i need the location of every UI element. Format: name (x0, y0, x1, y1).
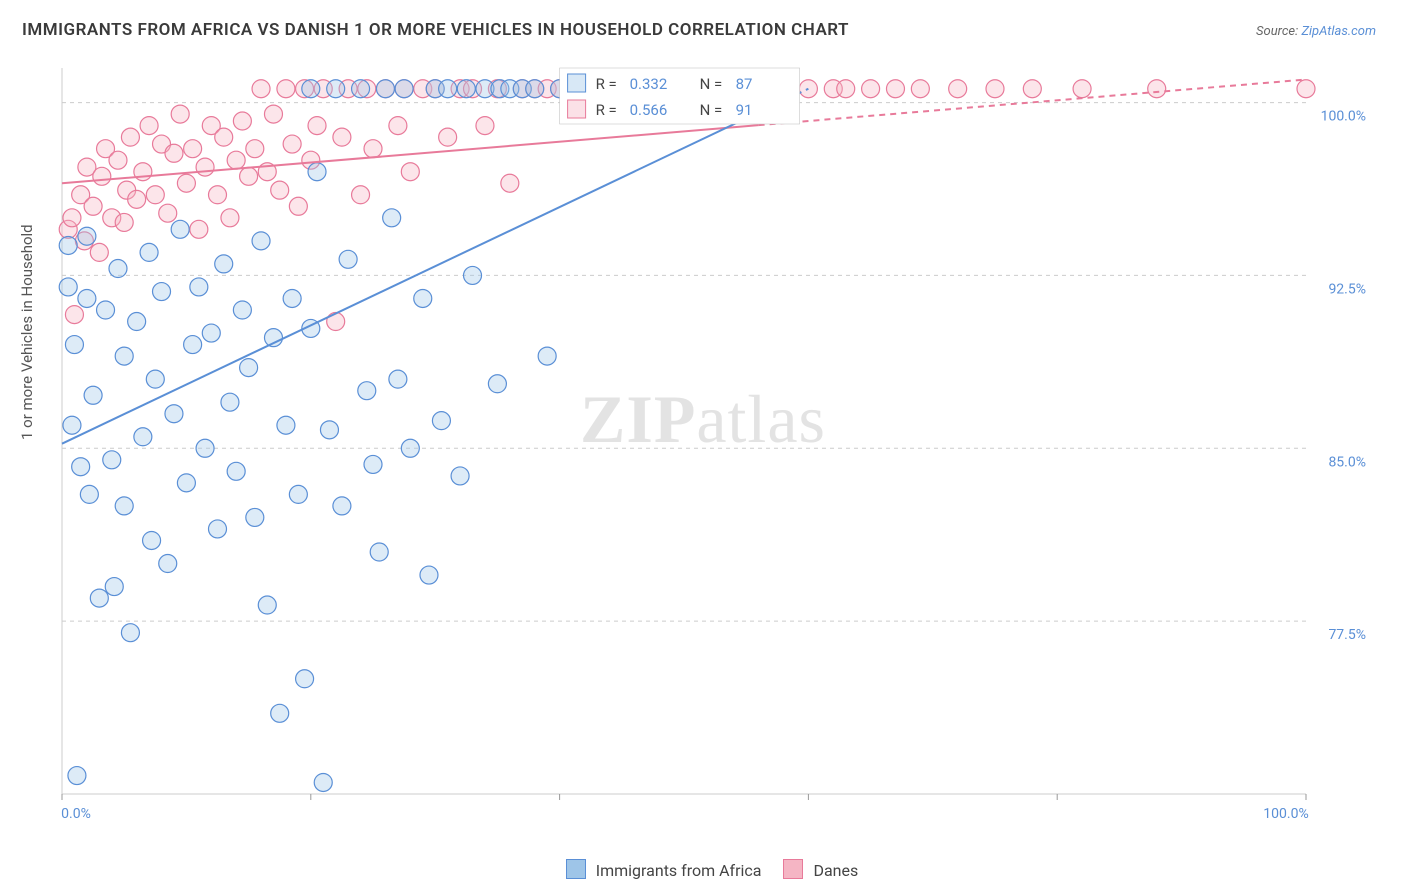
svg-text:R =: R = (596, 75, 617, 93)
svg-text:100.0%: 100.0% (1321, 109, 1366, 125)
svg-text:N =: N = (700, 75, 723, 93)
bottom-legend: Immigrants from Africa Danes (0, 859, 1406, 880)
svg-text:91: 91 (736, 101, 753, 119)
scatter-plot: 77.5% 85.0% 92.5% 100.0% 0.0% 100.0% R = 0.332 N… (56, 60, 1376, 830)
legend-swatch-b (783, 859, 803, 879)
source-label: Source: (1256, 24, 1298, 39)
svg-text:100.0%: 100.0% (1263, 806, 1308, 822)
legend-label-a: Immigrants from Africa (596, 861, 762, 880)
svg-text:87: 87 (736, 75, 753, 93)
svg-text:N =: N = (700, 101, 723, 119)
svg-text:85.0%: 85.0% (1328, 454, 1366, 470)
svg-text:77.5%: 77.5% (1328, 627, 1366, 643)
svg-text:0.566: 0.566 (630, 101, 668, 119)
series-a (59, 80, 755, 792)
svg-text:R =: R = (596, 101, 617, 119)
source-link[interactable]: ZipAtlas.com (1301, 24, 1376, 39)
legend-label-b: Danes (813, 861, 858, 880)
stats-box: R = 0.332 N = 87 R = 0.566 N = 91 (560, 68, 800, 124)
chart-title: IMMIGRANTS FROM AFRICA VS DANISH 1 OR MO… (22, 20, 849, 40)
plot-svg: 77.5% 85.0% 92.5% 100.0% 0.0% 100.0% R = 0.332 N… (56, 60, 1376, 830)
svg-text:0.332: 0.332 (630, 75, 668, 93)
y-axis-label: 1 or more Vehicles in Household (18, 224, 36, 440)
svg-text:0.0%: 0.0% (61, 806, 91, 822)
source-attribution: Source: ZipAtlas.com (1256, 24, 1376, 39)
svg-text:92.5%: 92.5% (1328, 281, 1366, 297)
legend-swatch-a (566, 859, 586, 879)
